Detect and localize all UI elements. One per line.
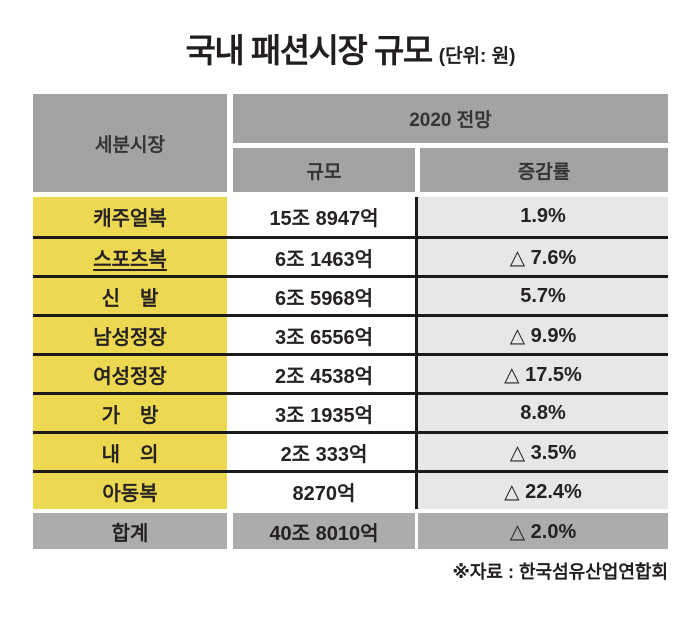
column-divider <box>227 197 233 236</box>
segment-label: 가 방 <box>101 404 159 427</box>
size-cell: 3조 1935억 <box>233 395 415 431</box>
column-divider <box>227 513 233 549</box>
table-row: 남성정장 3조 6556억 △ 9.9% <box>33 314 668 353</box>
total-size-cell: 40조 8010억 <box>233 513 415 549</box>
size-cell: 15조 8947억 <box>233 197 415 236</box>
segment-label: 스포츠복 <box>93 248 167 271</box>
table-row: 신 발 6조 5968억 5.7% <box>33 275 668 314</box>
change-cell: △ 17.5% <box>415 356 668 392</box>
page-title: 국내 패션시장 규모 (단위: 원) <box>33 24 668 72</box>
table-row: 내 의 2조 333억 △ 3.5% <box>33 431 668 470</box>
table-total-row: 합계 40조 8010억 △ 2.0% <box>33 513 668 549</box>
segment-label: 여성정장 <box>93 365 167 388</box>
table-row: 캐주얼복 15조 8947억 1.9% <box>33 197 668 236</box>
segment-label: 캐주얼복 <box>93 208 167 230</box>
change-cell: △ 9.9% <box>415 317 668 353</box>
total-change-cell: △ 2.0% <box>418 513 668 549</box>
column-divider <box>227 317 233 353</box>
segment-cell: 아동복 <box>33 473 227 509</box>
table-row: 스포츠복 6조 1463억 △ 7.6% <box>33 236 668 275</box>
column-divider <box>227 278 233 314</box>
table-body: 캐주얼복 15조 8947억 1.9% 스포츠복 6조 1463억 △ 7.6% 신 발 6조… <box>33 197 668 509</box>
segment-cell: 스포츠복 <box>33 239 227 275</box>
segment-cell: 내 의 <box>33 434 227 470</box>
size-cell: 3조 6556억 <box>233 317 415 353</box>
infographic-page: 국내 패션시장 규모 (단위: 원) 세분시장 2020 전망 규모 증감률 캐주… <box>33 24 668 582</box>
header-forecast-group: 2020 전망 규모 증감률 <box>233 94 668 192</box>
size-cell: 8270억 <box>233 473 415 509</box>
segment-cell: 여성정장 <box>33 356 227 392</box>
size-cell: 2조 4538억 <box>233 356 415 392</box>
change-cell: △ 7.6% <box>415 239 668 275</box>
column-divider <box>227 239 233 275</box>
column-divider <box>227 395 233 431</box>
segment-cell: 남성정장 <box>33 317 227 353</box>
header-forecast-cell: 2020 전망 <box>233 94 668 143</box>
segment-cell: 캐주얼복 <box>33 197 227 236</box>
title-unit: (단위: 원) <box>438 46 516 67</box>
source-note: ※자료 : 한국섬유산업연합회 <box>452 562 668 582</box>
header-size-cell: 규모 <box>233 148 415 192</box>
total-label-cell: 합계 <box>33 513 227 549</box>
size-cell: 2조 333억 <box>233 434 415 470</box>
size-cell: 6조 1463억 <box>233 239 415 275</box>
header-segment-cell: 세분시장 <box>33 94 227 192</box>
fashion-market-table: 세분시장 2020 전망 규모 증감률 캐주얼복 15조 8947억 1.9% 스포츠… <box>33 94 668 549</box>
segment-label: 아동복 <box>102 482 158 505</box>
title-text: 국내 패션시장 규모 <box>185 32 434 69</box>
change-cell: 1.9% <box>415 197 668 236</box>
change-cell: △ 3.5% <box>415 434 668 470</box>
column-divider <box>227 473 233 509</box>
header-subrow: 규모 증감률 <box>233 148 668 192</box>
table-row: 가 방 3조 1935억 8.8% <box>33 392 668 431</box>
change-cell: △ 22.4% <box>415 473 668 509</box>
header-change-cell: 증감률 <box>420 148 668 192</box>
segment-cell: 신 발 <box>33 278 227 314</box>
table-header: 세분시장 2020 전망 규모 증감률 <box>33 94 668 192</box>
column-divider <box>227 356 233 392</box>
table-row: 아동복 8270억 △ 22.4% <box>33 470 668 509</box>
change-cell: 8.8% <box>415 395 668 431</box>
column-divider <box>227 434 233 470</box>
table-row: 여성정장 2조 4538억 △ 17.5% <box>33 353 668 392</box>
size-cell: 6조 5968억 <box>233 278 415 314</box>
change-cell: 5.7% <box>415 278 668 314</box>
segment-label: 남성정장 <box>93 326 167 349</box>
segment-label: 신 발 <box>101 287 159 310</box>
segment-label: 내 의 <box>101 443 159 466</box>
segment-cell: 가 방 <box>33 395 227 431</box>
